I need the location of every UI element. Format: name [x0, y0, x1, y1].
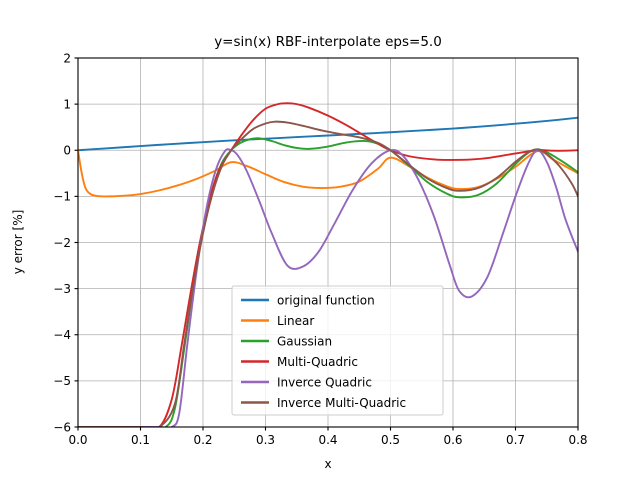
y-tick-label: −2 [53, 236, 71, 250]
x-tick-label: 0.1 [131, 433, 150, 447]
series-line-multi-quadric [78, 102, 578, 427]
legend-label: Inverce Quadric [277, 375, 372, 389]
chart-legend[interactable]: original function Linear Gaussian Multi-Qua… [231, 285, 444, 416]
x-tick-label: 0.3 [256, 433, 275, 447]
y-axis-label: y error [%] [11, 210, 25, 275]
x-tick-label: 0.4 [318, 433, 337, 447]
series-line-original-function [78, 116, 578, 152]
y-tick-label: −1 [53, 190, 71, 204]
x-tick-label: 0.0 [68, 433, 87, 447]
legend-label: Gaussian [277, 334, 332, 348]
series-line-inverce-quadric [78, 148, 578, 427]
chart-title: y=sin(x) RBF-interpolate eps=5.0 [214, 34, 442, 50]
y-tick-label: 2 [63, 51, 71, 65]
x-tick-label: 0.5 [381, 433, 400, 447]
x-tick-label: 0.7 [506, 433, 525, 447]
legend-label: Multi-Quadric [277, 355, 358, 369]
y-tick-label: −5 [53, 374, 71, 388]
y-axis-ticks: 2 1 0 −1 −2 −3 −4 −5 −6 [53, 51, 78, 434]
x-tick-label: 0.8 [568, 433, 587, 447]
series-line-inverce-multi-quadric [78, 120, 578, 427]
legend-label: Linear [277, 314, 314, 328]
legend-box [231, 285, 444, 416]
data-series-group [78, 102, 578, 427]
y-tick-label: 0 [63, 144, 71, 158]
legend-label: Inverce Multi-Quadric [277, 396, 406, 410]
legend-label: original function [277, 293, 375, 307]
x-tick-label: 0.6 [443, 433, 462, 447]
y-tick-label: −6 [53, 420, 71, 434]
y-tick-label: −3 [53, 282, 71, 296]
x-tick-label: 0.2 [193, 433, 212, 447]
x-axis-label: x [324, 457, 331, 471]
y-tick-label: −4 [53, 328, 71, 342]
x-axis-ticks: 0.0 0.1 0.2 0.3 0.4 0.5 0.6 0.7 0.8 [68, 427, 588, 447]
y-tick-label: 1 [63, 97, 71, 111]
